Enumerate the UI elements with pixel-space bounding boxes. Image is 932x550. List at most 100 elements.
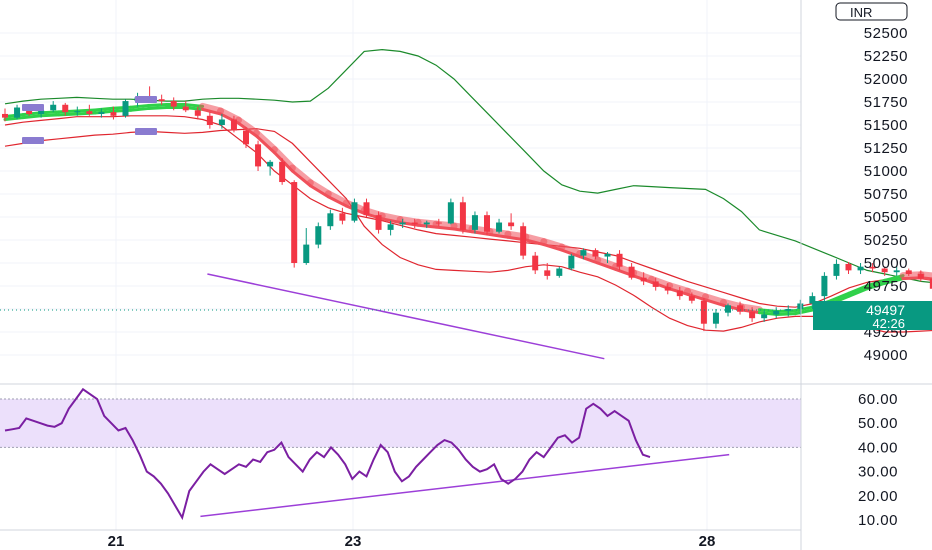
rsi-trendline [200, 453, 730, 518]
candle-body [773, 310, 780, 315]
candle-body [2, 113, 8, 118]
candle-body [917, 274, 924, 279]
candle-body [267, 161, 274, 167]
ribbon-core-segment [542, 243, 564, 252]
candle-body [700, 300, 707, 324]
candle-body [351, 202, 358, 221]
rsi-band-fill [0, 399, 801, 448]
candle-body [291, 182, 298, 263]
ribbon-segment [252, 129, 278, 154]
candle-body [640, 277, 647, 282]
candle-body [797, 303, 804, 309]
ribbon-core-segment [703, 298, 725, 307]
candle-body [496, 222, 503, 232]
candle-body [568, 255, 575, 269]
candle-body [580, 250, 587, 256]
ribbon-core-segment [3, 116, 25, 121]
rsi-tick-label: 20.00 [858, 488, 898, 505]
rsi-tick-label: 50.00 [858, 415, 898, 432]
candle-body [14, 107, 21, 118]
candle-body [664, 286, 671, 291]
candle-body [484, 215, 490, 232]
currency-button[interactable]: INR [835, 2, 908, 21]
candle-body [158, 99, 165, 102]
bb-lower-line [4, 128, 932, 333]
ribbon-segment [288, 164, 314, 187]
price-tick-label: 51250 [864, 140, 908, 157]
pivot-marker [22, 137, 44, 144]
candle-body [243, 130, 249, 145]
candle-body [833, 263, 840, 276]
candle-body [809, 296, 816, 304]
price-tick-label: 51500 [864, 117, 908, 134]
price-tick-label: 50250 [864, 232, 908, 249]
markers [22, 96, 157, 144]
candle-body [194, 110, 201, 116]
candle-body [62, 104, 69, 113]
rsi-axis[interactable]: 10.00 20.00 30.00 40.00 50.00 60.00 [858, 391, 898, 529]
candle-body [881, 268, 888, 273]
ribbon-segment [865, 278, 887, 288]
rsi-line [4, 387, 651, 521]
candle-body [676, 290, 683, 297]
candle-body [845, 263, 852, 271]
ribbon-core-segment [686, 292, 707, 302]
price-trendline [207, 273, 605, 360]
candle-body [447, 202, 454, 224]
candle-body [905, 270, 912, 275]
grid [0, 0, 801, 530]
ribbon-segment [147, 103, 169, 107]
candle-body [303, 244, 310, 263]
candle-body [604, 253, 611, 257]
ribbon-core-segment [129, 106, 151, 112]
date-tick-label: 28 [699, 533, 716, 550]
candle-body [122, 101, 129, 116]
rsi-tick-label: 60.00 [858, 391, 898, 408]
ribbon-core-segment [560, 248, 582, 259]
ribbon-segment [829, 291, 851, 302]
candle-body [182, 106, 189, 111]
ribbon-core-segment [21, 114, 43, 120]
price-badge-bg [813, 301, 932, 318]
ribbon-core-segment [39, 113, 61, 118]
candle-body [652, 281, 659, 287]
price-tick-label: 52000 [864, 71, 908, 88]
candle-body [929, 278, 932, 289]
candle-body [869, 266, 876, 269]
candle-body [821, 275, 828, 297]
price-tick-label: 50750 [864, 186, 908, 203]
candle-body [399, 222, 406, 225]
ribbon-core-segment [524, 238, 546, 247]
candle-body [38, 110, 45, 114]
rsi-tick-label: 30.00 [858, 464, 898, 481]
candle-body [761, 314, 768, 319]
trendlines [200, 273, 730, 518]
ribbon-core-segment [883, 277, 905, 285]
candle-body [279, 161, 286, 183]
price-tick-label: 50500 [864, 209, 908, 226]
ribbon-segment [775, 309, 797, 314]
candle-body [387, 224, 394, 230]
ribbon-core-segment [57, 112, 79, 117]
candle-body [508, 222, 515, 227]
date-tick-label: 21 [108, 533, 125, 550]
ribbon-segment [847, 284, 869, 295]
ribbon-core-segment [93, 109, 115, 115]
candle-body [544, 270, 551, 276]
price-tick-label: 49000 [864, 347, 908, 364]
time-axis[interactable]: 21 23 28 [108, 533, 716, 550]
ribbon-core-segment [596, 261, 618, 271]
candle-body [74, 111, 81, 113]
bar-countdown: 42:26 [872, 316, 905, 331]
rsi-tick-label: 10.00 [858, 512, 898, 529]
countdown-bg [813, 318, 932, 330]
ribbon-core-segment [147, 106, 169, 110]
candle-body [725, 305, 731, 313]
candle-body [423, 222, 430, 225]
candle-body [471, 215, 478, 230]
candle-body [230, 119, 237, 131]
rsi-band [0, 398, 801, 448]
ribbon-segment [129, 103, 151, 109]
candle-body [616, 253, 623, 267]
